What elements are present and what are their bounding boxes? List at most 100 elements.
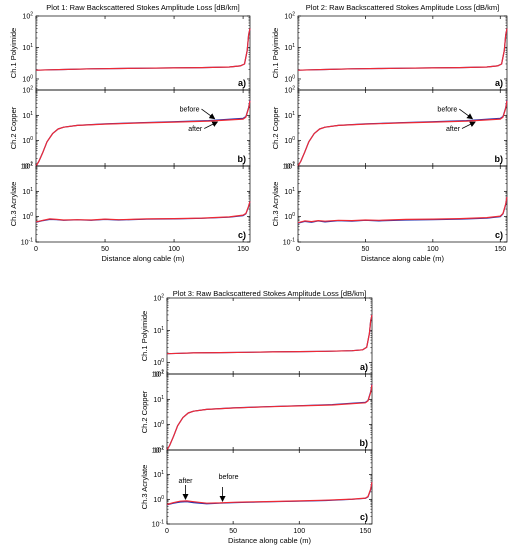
panel-frame xyxy=(166,373,373,451)
x-axis-label: Distance along cable (m) xyxy=(361,254,444,263)
panel-frame xyxy=(166,297,373,375)
annotation-label: before xyxy=(219,474,239,481)
y-tick-label: 10-1 xyxy=(283,162,295,171)
panel-frame xyxy=(35,165,251,243)
y-tick-label: 102 xyxy=(284,12,295,21)
y-tick-label: 102 xyxy=(22,12,33,21)
panel-label: c) xyxy=(360,512,368,522)
panel-frame xyxy=(35,89,251,167)
annotation-arrow xyxy=(459,108,474,120)
series-before xyxy=(35,99,251,167)
y-tick-label: 101 xyxy=(22,187,33,196)
panel-label: a) xyxy=(360,362,368,372)
panel-label: b) xyxy=(238,154,247,164)
annotation-label: after xyxy=(446,126,461,133)
panel-c: 10-1 100 101 102 Ch.3 Acrylate after before c) xyxy=(140,446,373,529)
series-after xyxy=(35,201,251,223)
y-axis-label: Ch.2 Copper xyxy=(271,106,280,149)
y-tick-label: 101 xyxy=(284,43,295,52)
panel-a: 100 101 102 Ch.1 Polyimide a) xyxy=(9,12,251,91)
x-axis-label: Distance along cable (m) xyxy=(102,254,185,263)
panel-b: 10-1 100 101 102 Ch.2 Copper before after b) xyxy=(9,86,251,171)
y-tick-label: 101 xyxy=(284,187,295,196)
series-before xyxy=(297,28,508,71)
series-after xyxy=(35,28,251,71)
panel-label: b) xyxy=(495,154,504,164)
panel-c: 10-1 100 101 102 Ch.3 Acrylate c) xyxy=(271,162,508,247)
series-after xyxy=(35,100,251,167)
y-tick-label: 100 xyxy=(22,74,33,83)
series-after xyxy=(297,100,508,167)
y-tick-label: 100 xyxy=(284,74,295,83)
y-tick-label: 101 xyxy=(22,111,33,120)
y-tick-label: 100 xyxy=(153,495,164,504)
panel-frame xyxy=(297,15,508,91)
series-after xyxy=(166,314,373,355)
series-after xyxy=(166,384,373,451)
x-tick-label: 50 xyxy=(101,246,109,253)
y-axis-label: Ch.2 Copper xyxy=(9,106,18,149)
y-axis-label: Ch.3 Acrylate xyxy=(271,182,280,227)
series-before xyxy=(35,28,251,71)
x-axis-label: Distance along cable (m) xyxy=(228,536,311,545)
series-before xyxy=(166,383,373,451)
panel-c: 10-1 100 101 102 Ch.3 Acrylate c) xyxy=(9,162,251,247)
series-after xyxy=(166,481,373,506)
panel-frame xyxy=(297,165,508,243)
y-tick-label: 100 xyxy=(284,212,295,221)
y-axis-label: Ch.1 Polyimide xyxy=(9,28,18,78)
x-tick-label: 150 xyxy=(237,246,249,253)
panel-frame xyxy=(297,89,508,167)
y-tick-label: 10-1 xyxy=(152,446,164,455)
panel-label: a) xyxy=(238,78,246,88)
x-tick-label: 150 xyxy=(360,528,372,535)
y-tick-label: 101 xyxy=(153,470,164,479)
x-tick-label: 100 xyxy=(168,246,180,253)
y-tick-label: 10-1 xyxy=(283,238,295,247)
chart-title: Plot 1: Raw Backscattered Stokes Amplitu… xyxy=(46,3,239,12)
annotation-label: before xyxy=(180,107,200,114)
x-tick-label: 50 xyxy=(362,246,370,253)
panel-a: 10-1 100 101 102 Ch.1 Polyimide a) xyxy=(140,294,373,379)
y-tick-label: 102 xyxy=(22,86,33,95)
annotation-label: before xyxy=(437,107,457,114)
chart-title: Plot 3: Raw Backscattered Stokes Amplitu… xyxy=(173,289,366,298)
x-tick-label: 0 xyxy=(296,246,300,253)
y-tick-label: 10-1 xyxy=(21,238,33,247)
y-tick-label: 10-1 xyxy=(152,370,164,379)
y-tick-label: 102 xyxy=(22,162,33,171)
panel-label: a) xyxy=(495,78,503,88)
annotation-label: after xyxy=(188,126,203,133)
y-tick-label: 101 xyxy=(153,395,164,404)
y-tick-label: 100 xyxy=(153,358,164,367)
chart-3: Plot 3: Raw Backscattered Stokes Amplitu… xyxy=(140,289,373,545)
panel-label: b) xyxy=(360,438,369,448)
annotation-arrow xyxy=(204,121,219,129)
y-tick-label: 101 xyxy=(284,111,295,120)
x-tick-label: 100 xyxy=(427,246,439,253)
series-before xyxy=(297,99,508,167)
x-tick-label: 0 xyxy=(34,246,38,253)
y-tick-label: 10-1 xyxy=(21,162,33,171)
chart-1: Plot 1: Raw Backscattered Stokes Amplitu… xyxy=(9,3,251,263)
series-after xyxy=(297,196,508,224)
panel-a: 100 101 102 Ch.1 Polyimide a) xyxy=(271,12,508,91)
panel-label: c) xyxy=(495,230,503,240)
panel-frame xyxy=(166,449,373,525)
y-tick-label: 102 xyxy=(284,162,295,171)
panel-b: 10-1 100 101 102 Ch.2 Copper before after b) xyxy=(271,86,508,171)
x-tick-label: 50 xyxy=(229,528,237,535)
x-tick-label: 0 xyxy=(165,528,169,535)
y-tick-label: 101 xyxy=(153,326,164,335)
y-tick-label: 100 xyxy=(22,136,33,145)
chart-title: Plot 2: Raw Backscattered Stokes Amplitu… xyxy=(306,3,499,12)
annotation-arrow xyxy=(461,121,476,129)
y-tick-label: 102 xyxy=(284,86,295,95)
x-tick-label: 150 xyxy=(494,246,506,253)
panel-label: c) xyxy=(238,230,246,240)
annotation-label: after xyxy=(179,478,194,485)
y-tick-label: 102 xyxy=(153,294,164,303)
y-tick-label: 10-1 xyxy=(152,520,164,529)
y-tick-label: 100 xyxy=(22,212,33,221)
